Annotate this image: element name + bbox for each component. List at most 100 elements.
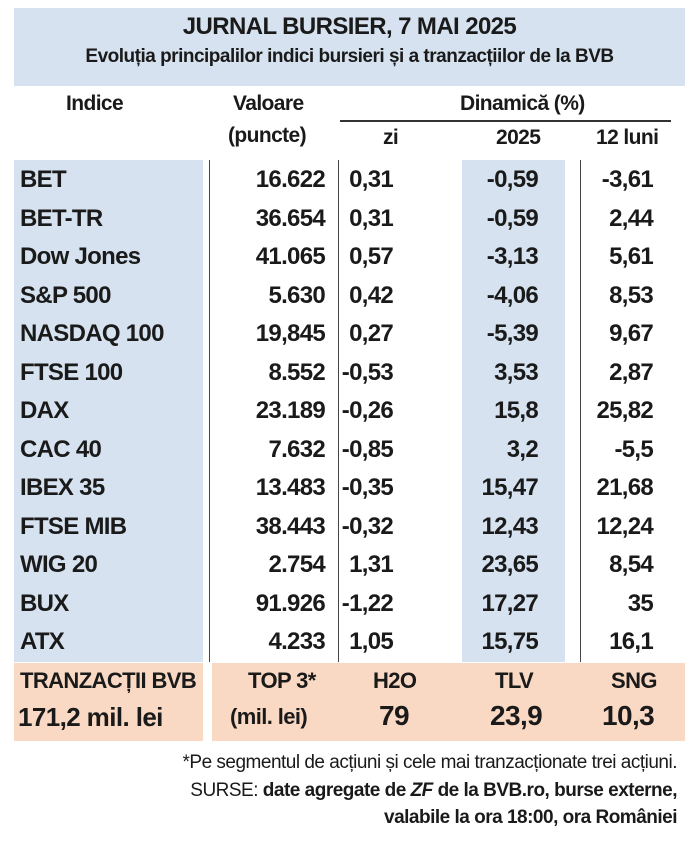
index-day-change: 0,42 — [349, 282, 394, 309]
index-ytd-change: -0,59 — [486, 205, 539, 232]
index-day-change: 0,31 — [349, 205, 394, 232]
index-name: FTSE MIB — [20, 513, 127, 540]
page-title: JURNAL BURSIER, 7 MAI 2025 — [182, 13, 517, 40]
index-day-change: -1,22 — [341, 590, 394, 617]
col-header-index: Indice — [66, 92, 124, 115]
index-value: 91.926 — [255, 590, 326, 617]
col-header-value: Valoare — [233, 92, 304, 115]
index-ytd-change: 15,8 — [494, 397, 539, 424]
index-value: 4.233 — [268, 628, 325, 655]
index-value: 8.552 — [268, 359, 325, 386]
index-12m-change: 2,87 — [609, 359, 654, 386]
sources-text-a: date agregate de — [262, 780, 411, 801]
index-value: 36.654 — [255, 205, 326, 232]
index-name: BUX — [20, 590, 69, 617]
index-day-change: 1,31 — [349, 551, 394, 578]
header-divider — [340, 120, 671, 122]
table-row: IBEX 35 13.483 -0,35 15,47 21,68 — [0, 468, 699, 507]
sources-text-c: valabile la ora 18:00, ora României — [384, 807, 677, 828]
top3-symbol-2: TLV — [495, 668, 534, 693]
index-ytd-change: -0,59 — [486, 166, 539, 193]
index-name: ATX — [20, 628, 65, 655]
top3-value-2: 23,9 — [490, 700, 543, 731]
table-row: NASDAQ 100 19,845 0,27 -5,39 9,67 — [0, 314, 699, 353]
index-name: NASDAQ 100 — [20, 320, 164, 347]
index-value: 38.443 — [255, 513, 326, 540]
top3-value-3: 10,3 — [602, 700, 655, 731]
index-12m-change: 16,1 — [609, 628, 654, 655]
table-row: Dow Jones 41.065 0,57 -3,13 5,61 — [0, 237, 699, 276]
transactions-top-panel — [212, 663, 685, 741]
transactions-label: TRANZACȚII BVB — [20, 668, 197, 693]
table-row: DAX 23.189 -0,26 15,8 25,82 — [0, 391, 699, 430]
index-12m-change: 5,61 — [609, 243, 654, 270]
index-value: 7.632 — [268, 436, 325, 463]
index-day-change: 0,31 — [349, 166, 394, 193]
index-day-change: 0,57 — [349, 243, 394, 270]
index-ytd-change: 23,65 — [481, 551, 538, 578]
index-day-change: 0,27 — [349, 320, 394, 347]
table-row: WIG 20 2.754 1,31 23,65 8,54 — [0, 545, 699, 584]
index-ytd-change: -5,39 — [486, 320, 539, 347]
index-value: 5.630 — [268, 282, 325, 309]
index-name: FTSE 100 — [20, 359, 123, 386]
col-header-day: zi — [383, 126, 399, 149]
index-value: 19,845 — [255, 320, 326, 347]
index-day-change: -0,26 — [341, 397, 394, 424]
index-ytd-change: -4,06 — [486, 282, 539, 309]
index-name: WIG 20 — [20, 551, 98, 578]
index-12m-change: 21,68 — [596, 474, 653, 501]
sources-zf: ZF — [410, 780, 434, 801]
table-row: BUX 91.926 -1,22 17,27 35 — [0, 584, 699, 623]
table-row: BET 16.622 0,31 -0,59 -3,61 — [0, 160, 699, 199]
col-header-ytd: 2025 — [496, 126, 541, 149]
sources-prefix: SURSE: — [190, 780, 263, 801]
index-value: 13.483 — [255, 474, 326, 501]
index-ytd-change: 15,47 — [481, 474, 538, 501]
index-day-change: -0,85 — [341, 436, 394, 463]
index-name: BET-TR — [20, 205, 103, 232]
index-name: CAC 40 — [20, 436, 102, 463]
col-separator — [338, 160, 339, 662]
index-ytd-change: 12,43 — [481, 513, 538, 540]
col-separator — [209, 160, 210, 662]
index-name: Dow Jones — [20, 243, 141, 270]
index-value: 16.622 — [255, 166, 326, 193]
index-ytd-change: 3,53 — [494, 359, 539, 386]
index-12m-change: -3,61 — [601, 166, 654, 193]
col-header-12m: 12 luni — [596, 126, 659, 149]
top3-label: TOP 3* — [248, 668, 316, 693]
footnote: *Pe segmentul de acțiuni și cele mai tra… — [182, 752, 678, 773]
top3-value-1: 79 — [379, 700, 410, 731]
table-row: CAC 40 7.632 -0,85 3,2 -5,5 — [0, 430, 699, 469]
transactions-amount: 171,2 mil. lei — [18, 702, 163, 732]
top3-unit: (mil. lei) — [230, 704, 308, 729]
table-row: FTSE 100 8.552 -0,53 3,53 2,87 — [0, 353, 699, 392]
index-12m-change: 8,53 — [609, 282, 654, 309]
sources-text-b: de la BVB.ro, burse externe, — [432, 780, 678, 801]
index-12m-change: 12,24 — [596, 513, 653, 540]
index-day-change: -0,35 — [341, 474, 394, 501]
table-row: S&P 500 5.630 0,42 -4,06 8,53 — [0, 276, 699, 315]
transactions-total-panel — [14, 663, 203, 741]
header-banner: JURNAL BURSIER, 7 MAI 2025 Evoluția prin… — [14, 8, 685, 86]
index-day-change: -0,53 — [341, 359, 394, 386]
table-row: ATX 4.233 1,05 15,75 16,1 — [0, 622, 699, 661]
index-12m-change: 35 — [627, 590, 654, 617]
index-name: BET — [20, 166, 67, 193]
index-12m-change: -5,5 — [614, 436, 653, 463]
col-separator — [580, 160, 581, 662]
table-row: BET-TR 36.654 0,31 -0,59 2,44 — [0, 199, 699, 238]
index-name: IBEX 35 — [20, 474, 105, 501]
col-bg-ytd — [462, 160, 565, 662]
page-subtitle: Evoluția principalilor indici bursieri ș… — [85, 46, 614, 67]
index-day-change: 1,05 — [349, 628, 394, 655]
index-value: 2.754 — [268, 551, 325, 578]
index-ytd-change: 15,75 — [481, 628, 538, 655]
table-row: FTSE MIB 38.443 -0,32 12,43 12,24 — [0, 507, 699, 546]
top3-symbol-3: SNG — [611, 668, 657, 693]
index-name: DAX — [20, 397, 69, 424]
top3-symbol-1: H2O — [373, 668, 417, 693]
index-12m-change: 8,54 — [609, 551, 654, 578]
index-ytd-change: 17,27 — [481, 590, 538, 617]
